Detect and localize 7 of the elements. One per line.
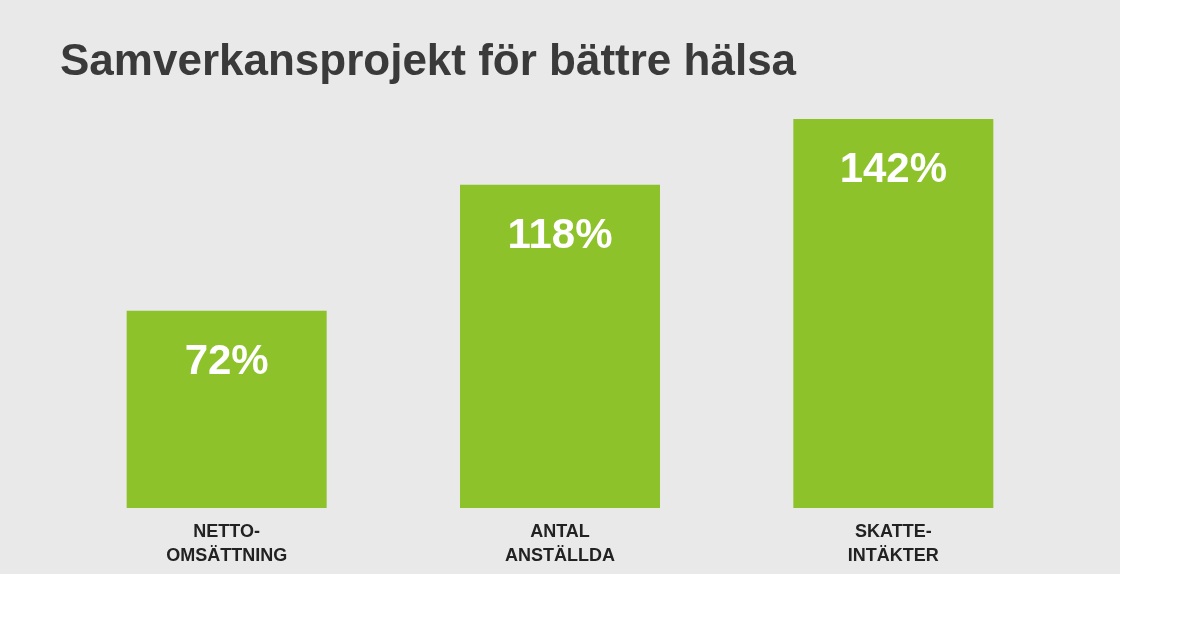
data-label: 72%: [184, 335, 269, 383]
x-tick-label: NETTO-OMSÄTTNING: [166, 520, 288, 565]
chart-title: Samverkansprojekt för bättre hälsa: [60, 35, 797, 84]
data-label: 142%: [839, 144, 948, 192]
x-tick-label: SKATTE-INTÄKTER: [847, 520, 939, 565]
x-tick-label: ANTAL ANSTÄLLDA: [505, 520, 615, 565]
data-label: 118%: [507, 209, 613, 257]
